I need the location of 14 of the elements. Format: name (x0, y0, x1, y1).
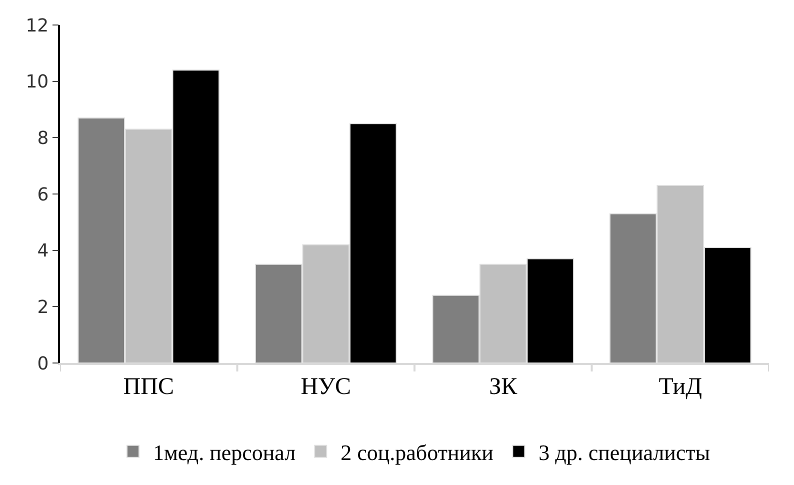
y-tick-label: 12 (26, 15, 49, 36)
legend-label: 3 др. специалисты (538, 440, 710, 465)
legend-label: 2 соц.работники (340, 440, 494, 465)
y-tick-label: 8 (37, 128, 49, 149)
x-tick-label: ЗК (489, 374, 518, 400)
x-tick-label: НУС (300, 374, 352, 400)
y-tick-label: 6 (37, 184, 49, 206)
legend-label: 1мед. персонал (153, 440, 296, 465)
y-tick-label: 0 (37, 353, 49, 374)
x-tick-label: ТиД (658, 374, 702, 400)
y-tick-label: 4 (37, 240, 49, 262)
x-tick-label: ППС (123, 374, 174, 400)
y-tick-label: 2 (37, 296, 49, 318)
y-tick-label: 10 (26, 72, 49, 93)
